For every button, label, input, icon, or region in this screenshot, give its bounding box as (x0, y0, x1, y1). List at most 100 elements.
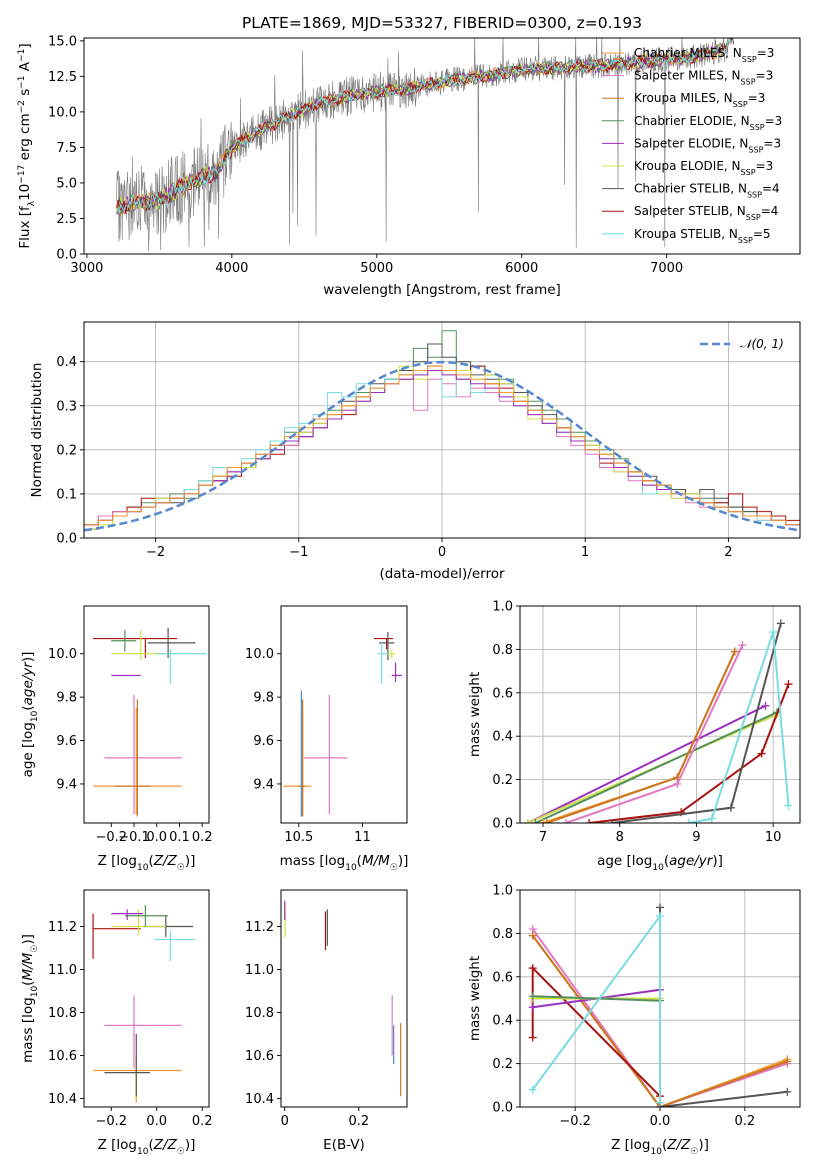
y-tick-label: 7.5 (56, 141, 77, 156)
y-axis-label: Flux [fλ10−17 erg cm−2 s−1 A−1] (17, 43, 37, 248)
y-tick-label: 10.0 (245, 647, 274, 662)
y-tick-label: 0.2 (492, 773, 513, 788)
y-axis-label: mass weight (467, 672, 483, 757)
x-tick-label: 3000 (70, 261, 103, 276)
legend-label: Chabrier ELODIE, NSSP=3 (634, 114, 782, 132)
x-tick-label: 10 (765, 830, 782, 845)
plot-area (284, 900, 402, 1097)
x-tick-label: 0.0 (650, 1114, 671, 1129)
axes-frame (83, 889, 210, 1108)
y-tick-label: 0.6 (492, 970, 513, 985)
x-tick-label: 0.0 (146, 1114, 167, 1129)
x-tick-label: 1 (581, 545, 589, 560)
panel-residuals: −2 −1 0 1 2 0.0 0.1 0.2 0.3 0.4 𝒩(0, 1) (data-model… (29, 321, 801, 582)
y-tick-label: 2.5 (56, 212, 77, 227)
weight-line (588, 683, 790, 823)
y-tick-label: 11.0 (48, 963, 77, 978)
weight-line (527, 704, 766, 823)
x-axis-label: Z [log10(Z/Z☉)] (611, 1137, 709, 1157)
y-tick-label: 1.0 (492, 884, 513, 899)
x-tick-label: 8 (616, 830, 624, 845)
y-tick-label: 11.2 (48, 920, 77, 935)
y-tick-label: 10.4 (48, 1092, 77, 1107)
y-tick-label: 9.8 (56, 691, 77, 706)
x-tick-label: 0 (438, 545, 446, 560)
weight-line (531, 928, 788, 1107)
x-tick-label: 5000 (360, 261, 393, 276)
x-tick-label: −0.2 (559, 1114, 591, 1129)
y-tick-label: 12.5 (48, 70, 77, 85)
weight-line (531, 935, 788, 1107)
plot-area (116, 38, 735, 252)
y-tick-label: 10.4 (245, 1092, 274, 1107)
legend-label: Chabrier MILES, NSSP=3 (634, 46, 774, 64)
weight-line (531, 965, 661, 1097)
x-axis-label: Z [log10(Z/Z☉)] (98, 1137, 196, 1157)
y-tick-label: 5.0 (56, 176, 77, 191)
panel-age-vs-mass: 10.5 11 9.4 9.6 9.8 10.0 mass [log10(M/M☉)] (245, 605, 409, 873)
axes-frame (83, 37, 801, 255)
x-tick-label: 0.2 (192, 830, 213, 845)
axes-frame (83, 605, 210, 824)
x-tick-label: 0 (281, 1114, 289, 1129)
weight-line (531, 912, 661, 1103)
axes-frame (280, 889, 408, 1108)
panel-mass-vs-ebv: 0 0.2 10.4 10.6 10.8 11.0 11.2 E(B-V) (245, 889, 408, 1153)
panel-age-vs-Z: −0.2−0.10.0 0.1 0.2 9.4 9.6 9.8 10.0 Z [log10(Z… (20, 605, 213, 873)
y-tick-label: 0.6 (492, 686, 513, 701)
y-tick-label: 0.0 (492, 817, 513, 832)
x-tick-label: 9 (692, 830, 700, 845)
x-tick-label: 0.2 (735, 1114, 756, 1129)
legend-label: Salpeter MILES, NSSP=3 (634, 69, 773, 87)
legend-label: Kroupa STELIB, NSSP=5 (634, 227, 771, 245)
y-tick-label: 1.0 (492, 600, 513, 615)
legend-label: Kroupa MILES, NSSP=3 (634, 91, 765, 109)
plot-area (84, 322, 800, 538)
weight-line (534, 711, 778, 823)
weight-line (659, 907, 788, 1107)
plot-area (92, 905, 196, 1103)
x-tick-label: −0.2 (95, 830, 127, 845)
y-tick-label: 9.8 (253, 691, 274, 706)
panels: 3000 4000 5000 6000 70000.02.55.07.510.012.5… (17, 34, 801, 1157)
x-tick-label: 7 (539, 830, 547, 845)
y-axis-label: mass [log10(M/M☉)] (20, 934, 40, 1063)
y-tick-label: 10.8 (245, 1006, 274, 1021)
y-tick-label: 9.6 (253, 734, 274, 749)
y-axis-label: age [log10(age/yr)] (20, 652, 40, 778)
gaussian-curve (84, 360, 800, 532)
plot-area (93, 627, 207, 817)
x-axis-label: mass [log10(M/M☉)] (280, 853, 409, 873)
x-tick-label: 0.2 (192, 1114, 213, 1129)
y-tick-label: 10.0 (48, 647, 77, 662)
y-tick-label: 10.6 (245, 1049, 274, 1064)
x-tick-label: −0.1 (118, 830, 150, 845)
x-tick-label: 2 (724, 545, 732, 560)
panel-spectrum: 3000 4000 5000 6000 7000 0.0 2.5 5.0 7.5 10.0 12.5… (17, 34, 801, 298)
y-tick-label: 10.8 (48, 1006, 77, 1021)
histogram-step (84, 365, 800, 526)
x-tick-label: 0.0 (146, 830, 167, 845)
x-tick-label: 7000 (650, 261, 683, 276)
panel-mass-vs-Z: −0.2 0.0 0.2 10.4 10.6 10.8 11.0 11.2 Z [log10(Z… (20, 889, 213, 1157)
y-tick-label: 0.4 (56, 355, 77, 370)
x-tick-label: −2 (146, 545, 165, 560)
x-tick-label: 6000 (505, 261, 538, 276)
observed-spectrum (116, 38, 728, 252)
plot-area (283, 632, 402, 817)
y-tick-label: 11.2 (245, 920, 274, 935)
legend-label: Salpeter STELIB, NSSP=4 (634, 204, 778, 222)
y-tick-label: 11.0 (245, 963, 274, 978)
y-tick-label: 0.4 (492, 1014, 513, 1029)
plot-area (520, 890, 800, 1107)
y-axis-label: mass weight (467, 956, 483, 1041)
axes-frame (519, 605, 801, 824)
panel-weight-vs-Z: −0.2 0.0 0.2 0.0 0.2 0.4 0.6 0.8 1.0 Z [log10(Z/Z… (467, 884, 801, 1157)
weight-line (532, 995, 661, 1002)
spectrum-legend: Chabrier MILES, NSSP=3 Salpeter MILES, NS… (602, 46, 782, 244)
y-tick-label: 0.2 (56, 443, 77, 458)
y-tick-label: 0.8 (492, 927, 513, 942)
weight-line (688, 631, 790, 823)
panel-weight-vs-age: 7 8 9 10 0.0 0.2 0.4 0.6 0.8 1.0 age [log10(age/yr… (467, 600, 801, 873)
